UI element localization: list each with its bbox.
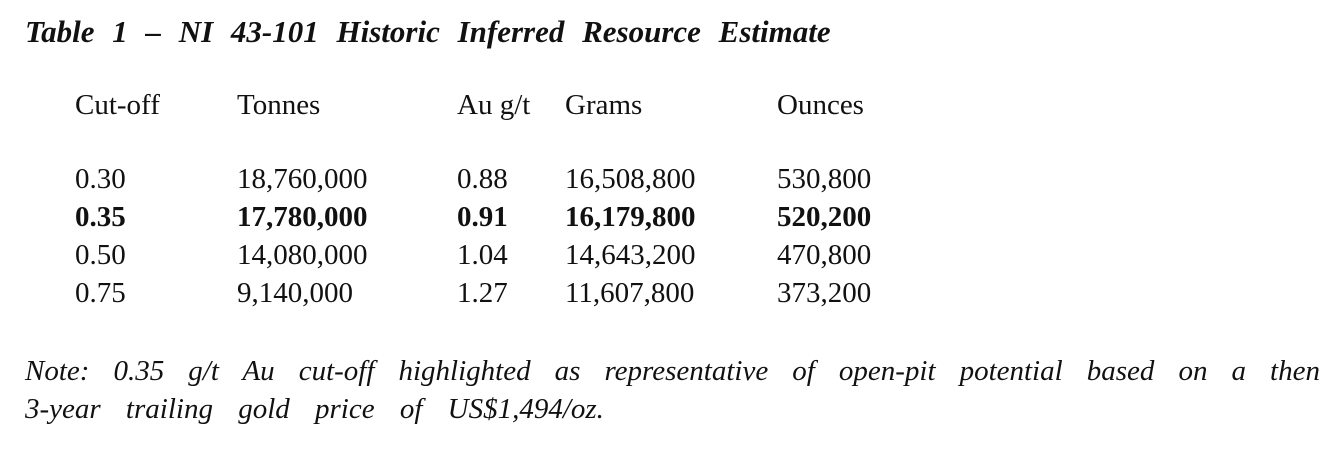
note-line-2: 3-year trailing gold price of US$1,494/o…	[25, 393, 604, 425]
cell-cut-off: 0.75	[75, 277, 126, 309]
cell-au-g-t: 1.27	[457, 277, 508, 309]
column-header-au-g-t: Au g/t	[457, 89, 531, 121]
table-header-row: Cut-off Tonnes Au g/t Grams Ounces	[75, 88, 907, 160]
table-row: 0.30 18,760,000 0.88 16,508,800 530,800	[75, 160, 907, 198]
note-line-1: Note: 0.35 g/t Au cut-off highlighted as…	[25, 355, 1320, 387]
cell-tonnes: 14,080,000	[237, 239, 368, 271]
column-header-grams: Grams	[565, 89, 643, 121]
table-row: 0.50 14,080,000 1.04 14,643,200 470,800	[75, 236, 907, 274]
cell-grams: 16,179,800	[565, 201, 696, 233]
cell-ounces: 520,200	[777, 201, 872, 233]
column-header-tonnes: Tonnes	[237, 89, 321, 121]
cell-grams: 11,607,800	[565, 277, 695, 309]
cell-cut-off: 0.50	[75, 239, 126, 271]
table-body: 0.30 18,760,000 0.88 16,508,800 530,800 0.35 1…	[75, 160, 907, 312]
cell-cut-off: 0.30	[75, 163, 126, 195]
cell-ounces: 470,800	[777, 239, 872, 271]
table-row: 0.35 17,780,000 0.91 16,179,800 520,200	[75, 198, 907, 236]
cell-tonnes: 18,760,000	[237, 163, 368, 195]
cell-tonnes: 17,780,000	[237, 201, 368, 233]
cell-cut-off: 0.35	[75, 201, 126, 233]
cell-grams: 14,643,200	[565, 239, 696, 271]
table-title: Table 1 – NI 43-101 Historic Inferred Re…	[25, 14, 831, 49]
cell-grams: 16,508,800	[565, 163, 696, 195]
column-header-cut-off: Cut-off	[75, 89, 160, 121]
cell-ounces: 530,800	[777, 163, 872, 195]
table-header: Cut-off Tonnes Au g/t Grams Ounces	[75, 88, 907, 160]
column-header-ounces: Ounces	[777, 89, 864, 121]
table-note: Note: 0.35 g/t Au cut-off highlighted as…	[25, 352, 1320, 428]
cell-au-g-t: 0.91	[457, 201, 508, 233]
cell-ounces: 373,200	[777, 277, 872, 309]
resource-estimate-table: Cut-off Tonnes Au g/t Grams Ounces 0.30 18,76…	[75, 88, 907, 312]
cell-au-g-t: 0.88	[457, 163, 508, 195]
table-row: 0.75 9,140,000 1.27 11,607,800 373,200	[75, 274, 907, 312]
cell-au-g-t: 1.04	[457, 239, 508, 271]
cell-tonnes: 9,140,000	[237, 277, 353, 309]
